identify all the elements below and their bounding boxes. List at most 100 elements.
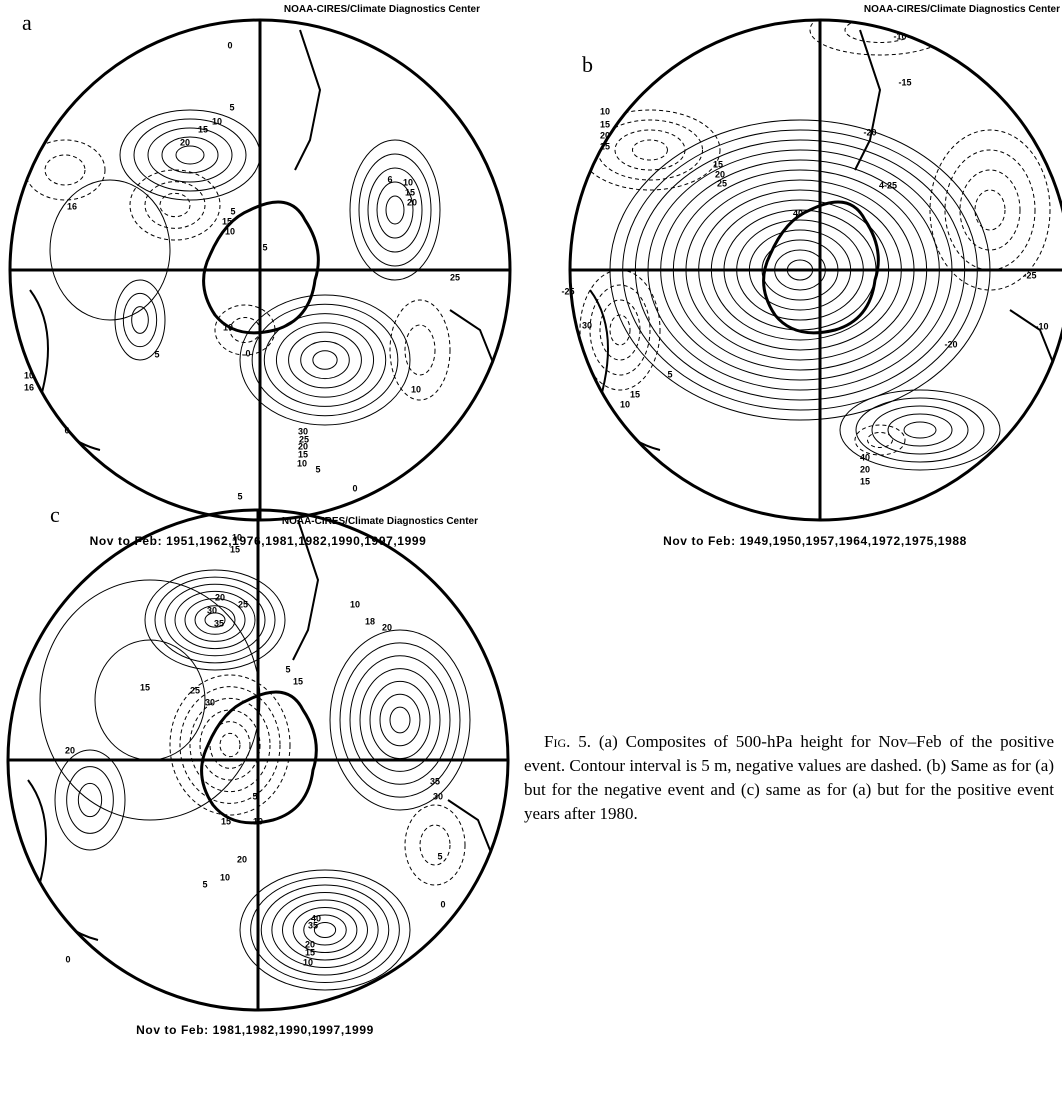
contour-label: 15: [405, 187, 415, 197]
contour-label: 15: [140, 682, 150, 692]
contour: [340, 643, 460, 797]
contour-label: 10: [297, 458, 307, 468]
contour-label: 20: [600, 130, 610, 140]
contour: [145, 182, 205, 229]
contour: [855, 425, 905, 455]
contour-label: 35: [214, 618, 224, 628]
contour: [176, 146, 204, 164]
panel-caption: Nov to Feb: 1949,1950,1957,1964,1972,197…: [663, 534, 967, 548]
contour: [405, 805, 465, 885]
contour: [170, 675, 290, 815]
contour-label: 10: [232, 532, 242, 542]
contour: [240, 295, 410, 425]
contour-label: 5: [230, 206, 235, 216]
contour-label: 35: [308, 920, 318, 930]
contour-label: 25: [717, 178, 727, 188]
contour: [40, 580, 260, 820]
contour: [975, 190, 1005, 230]
contour-label: 16: [67, 201, 77, 211]
contour-label: 15: [305, 947, 315, 957]
contour-label: -20: [863, 127, 876, 137]
contour-label: 25: [238, 599, 248, 609]
contour-label: 15: [713, 159, 723, 169]
panel-label: a: [22, 10, 32, 35]
contour: [360, 669, 440, 772]
contour-label: 5: [285, 664, 290, 674]
contour-label: 10: [620, 399, 630, 409]
contour-label: 20: [180, 137, 190, 147]
contour-label: 15: [230, 544, 240, 554]
contour-label: 6: [387, 174, 392, 184]
contour-label: 15: [600, 119, 610, 129]
contour: [261, 885, 389, 975]
contour: [904, 422, 936, 438]
figure: 0510152016515610152025510010510160302520…: [0, 0, 1062, 1099]
contour: [350, 140, 440, 280]
contour: [610, 315, 630, 345]
contour-label: 10: [223, 322, 233, 332]
contour-label: 15: [198, 124, 208, 134]
contour-label: 15: [222, 216, 232, 226]
contour-label: 10: [350, 599, 360, 609]
contour-label: 10: [411, 384, 421, 394]
contour: [289, 332, 362, 388]
figure-caption: Fig. 5. (a) Composites of 500-hPa height…: [524, 730, 1054, 826]
panel-label: c: [50, 502, 60, 527]
contour-label: 0: [65, 954, 70, 964]
contour: [134, 119, 246, 191]
contour: [148, 128, 232, 182]
contour: [615, 130, 685, 170]
contour: [123, 293, 156, 346]
contour: [272, 893, 378, 968]
contour-label: -10: [1035, 321, 1048, 331]
contour-label: 15: [293, 676, 303, 686]
contour-label: -25: [1023, 270, 1036, 280]
contour-label: 15: [221, 816, 231, 826]
contour-label: 20: [237, 854, 247, 864]
credit: NOAA-CIRES/Climate Diagnostics Center: [864, 4, 1060, 15]
contour: [368, 168, 422, 252]
contour: [120, 110, 260, 200]
contour: [420, 825, 450, 865]
contour-label: 10: [220, 872, 230, 882]
contour-label: 5: [667, 369, 672, 379]
contour-label: 16: [24, 382, 34, 392]
contour-label: 5: [229, 102, 234, 112]
contour-label: 18: [365, 616, 375, 626]
contour-label: -15: [898, 77, 911, 87]
contour: [293, 908, 357, 953]
contour-label: 0: [352, 483, 357, 493]
contour: [301, 341, 350, 378]
contour: [283, 900, 368, 960]
contour-label: 5: [237, 491, 242, 501]
contour-label: -25: [561, 286, 574, 296]
contour: [390, 707, 410, 733]
contour-label: -10: [893, 31, 906, 41]
caption-text: (a) Composites of 500-hPa height for Nov…: [524, 732, 1054, 823]
map-a: [10, 20, 510, 520]
contour-label: 30: [205, 697, 215, 707]
credit: NOAA-CIRES/Climate Diagnostics Center: [284, 4, 480, 15]
contour-label: 30: [582, 320, 592, 330]
map-b: [570, 5, 1062, 520]
page: 0510152016515610152025510010510160302520…: [0, 0, 1062, 1099]
contour: [370, 681, 430, 758]
contour: [386, 196, 404, 224]
contour: [25, 140, 105, 200]
contour-label: 35: [430, 776, 440, 786]
contour-label: 5: [437, 851, 442, 861]
contour: [95, 640, 205, 760]
coast: [295, 30, 320, 170]
contour-label: 10: [212, 116, 222, 126]
contour: [960, 170, 1020, 250]
contour: [945, 150, 1035, 270]
contour-label: 40: [860, 452, 870, 462]
contour-label: 25: [600, 141, 610, 151]
panel-label: b: [582, 52, 593, 77]
contour-label: 5: [262, 242, 267, 252]
contour: [220, 733, 240, 756]
contour: [868, 433, 893, 448]
contour: [359, 154, 431, 266]
contour: [313, 351, 337, 370]
contour: [252, 304, 398, 415]
